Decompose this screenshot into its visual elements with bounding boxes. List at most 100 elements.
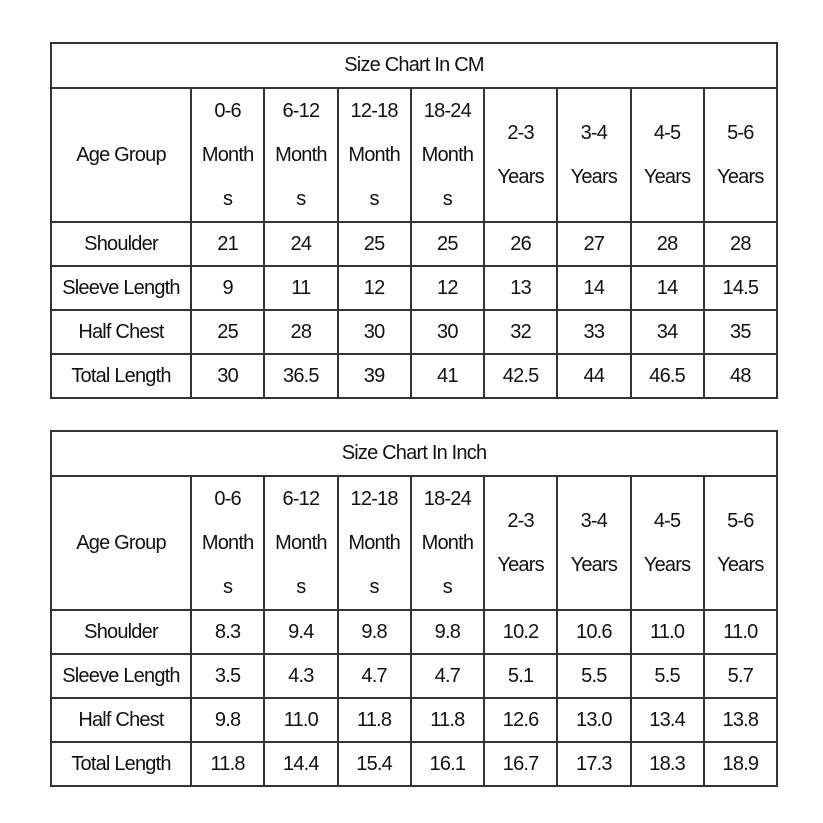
header-cell: 4-5 Years	[629, 87, 705, 223]
cell: 32	[482, 309, 559, 355]
cell: 48	[702, 353, 779, 399]
cell: 10.6	[556, 609, 632, 655]
cell: 46.5	[629, 353, 705, 399]
cell: 5.5	[556, 653, 632, 699]
header-cell: 18-24 Months	[409, 475, 486, 611]
row-label: Half Chest	[50, 309, 192, 355]
cell: 9	[189, 265, 266, 311]
cell: 9.8	[189, 697, 266, 743]
cell: 11.8	[409, 697, 486, 743]
data-row: Sleeve Length 3.5 4.3 4.7 4.7 5.1 5.5 5.5 5.7	[50, 653, 779, 699]
cell: 25	[189, 309, 266, 355]
cell: 11.0	[702, 609, 779, 655]
cell: 14.4	[263, 741, 339, 787]
cell: 21	[189, 221, 266, 267]
cell: 36.5	[263, 353, 339, 399]
cell: 4.7	[336, 653, 412, 699]
cell: 4.3	[263, 653, 339, 699]
cell: 9.4	[263, 609, 339, 655]
cell: 24	[263, 221, 339, 267]
data-row: Total Length 30 36.5 39 41 42.5 44 46.5 48	[50, 353, 779, 399]
header-cell: 5-6 Years	[702, 87, 779, 223]
cell: 15.4	[336, 741, 412, 787]
cell: 11	[263, 265, 339, 311]
data-row: Shoulder 21 24 25 25 26 27 28 28	[50, 221, 779, 267]
data-row: Sleeve Length 9 11 12 12 13 14 14 14.5	[50, 265, 779, 311]
size-table: Size Chart In Inch Age Group 0-6 Months 6-1…	[50, 430, 779, 787]
row-label: Half Chest	[50, 697, 192, 743]
cell: 34	[629, 309, 705, 355]
cell: 13.0	[556, 697, 632, 743]
cell: 30	[336, 309, 412, 355]
cell: 10.2	[482, 609, 559, 655]
data-row: Shoulder 8.3 9.4 9.8 9.8 10.2 10.6 11.0 11.0	[50, 609, 779, 655]
row-label: Sleeve Length	[50, 265, 192, 311]
cell: 28	[629, 221, 705, 267]
header-cell: Age Group	[50, 87, 192, 223]
cell: 44	[556, 353, 632, 399]
cell: 17.3	[556, 741, 632, 787]
header-row: Age Group 0-6 Months 6-12 Months 12-18 Mont…	[50, 87, 779, 223]
cell: 11.0	[263, 697, 339, 743]
header-cell: 5-6 Years	[702, 475, 779, 611]
cell: 3.5	[189, 653, 266, 699]
header-cell: 2-3 Years	[482, 475, 559, 611]
header-cell: 6-12 Months	[263, 475, 339, 611]
table-title: Size Chart In CM	[50, 42, 778, 89]
cell: 33	[556, 309, 632, 355]
cell: 25	[336, 221, 412, 267]
row-label: Total Length	[50, 353, 192, 399]
cell: 5.1	[482, 653, 559, 699]
cell: 5.5	[629, 653, 705, 699]
title-row: Size Chart In CM	[50, 42, 778, 89]
cell: 35	[702, 309, 779, 355]
cell: 9.8	[336, 609, 412, 655]
cell: 18.9	[702, 741, 779, 787]
header-cell: Age Group	[50, 475, 192, 611]
cell: 9.8	[409, 609, 486, 655]
header-cell: 3-4 Years	[556, 87, 632, 223]
cell: 11.8	[189, 741, 266, 787]
cell: 14.5	[702, 265, 779, 311]
cell: 28	[702, 221, 779, 267]
title-row: Size Chart In Inch	[50, 430, 778, 477]
row-label: Shoulder	[50, 221, 192, 267]
row-label: Sleeve Length	[50, 653, 192, 699]
cell: 42.5	[482, 353, 559, 399]
cell: 12	[409, 265, 486, 311]
header-cell: 18-24 Months	[409, 87, 486, 223]
cell: 11.8	[336, 697, 412, 743]
cell: 16.7	[482, 741, 559, 787]
header-cell: 12-18 Months	[336, 87, 412, 223]
data-row: Half Chest 25 28 30 30 32 33 34 35	[50, 309, 779, 355]
header-cell: 3-4 Years	[556, 475, 632, 611]
header-row: Age Group 0-6 Months 6-12 Months 12-18 Mont…	[50, 475, 779, 611]
cell: 28	[263, 309, 339, 355]
cell: 18.3	[629, 741, 705, 787]
cell: 30	[409, 309, 486, 355]
cell: 8.3	[189, 609, 266, 655]
cell: 14	[556, 265, 632, 311]
data-row: Half Chest 9.8 11.0 11.8 11.8 12.6 13.0 13.4 13.…	[50, 697, 779, 743]
cell: 13.8	[702, 697, 779, 743]
header-cell: 0-6 Months	[189, 87, 266, 223]
cell: 41	[409, 353, 486, 399]
cell: 12.6	[482, 697, 559, 743]
cell: 14	[629, 265, 705, 311]
header-cell: 0-6 Months	[189, 475, 266, 611]
header-cell: 12-18 Months	[336, 475, 412, 611]
cell: 4.7	[409, 653, 486, 699]
header-cell: 6-12 Months	[263, 87, 339, 223]
cell: 27	[556, 221, 632, 267]
cell: 26	[482, 221, 559, 267]
cell: 13	[482, 265, 559, 311]
cell: 12	[336, 265, 412, 311]
header-cell: 2-3 Years	[482, 87, 559, 223]
row-label: Shoulder	[50, 609, 192, 655]
row-label: Total Length	[50, 741, 192, 787]
table-title: Size Chart In Inch	[50, 430, 778, 477]
size-table: Size Chart In CM Age Group 0-6 Months 6-12 …	[50, 42, 779, 399]
cell: 30	[189, 353, 266, 399]
cell: 11.0	[629, 609, 705, 655]
